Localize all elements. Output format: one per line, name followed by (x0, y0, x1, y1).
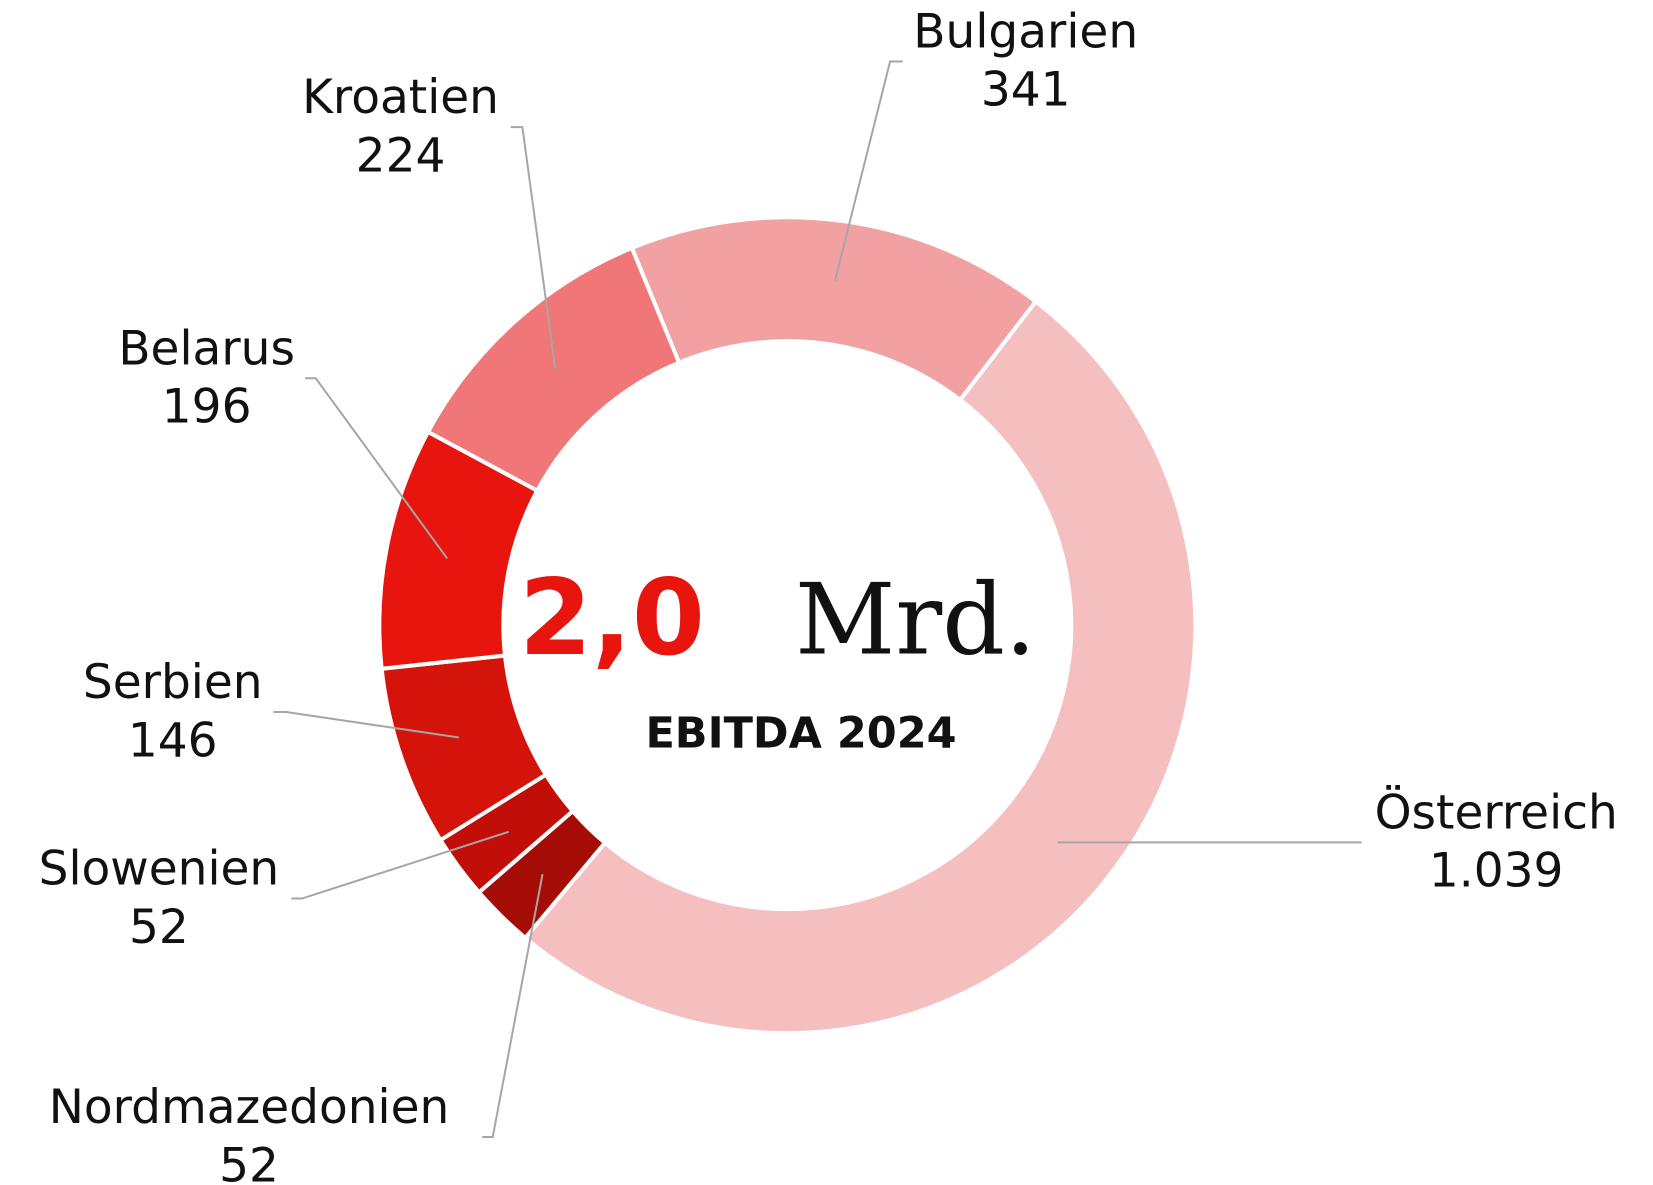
donut-segment (629, 215, 1039, 403)
leader-line (482, 873, 544, 1138)
donut-segment (425, 245, 682, 494)
leader-line (834, 60, 903, 282)
segment-label: Bulgarien (913, 4, 1138, 59)
leader-line (305, 377, 448, 560)
value-label: 224 (356, 128, 446, 183)
value-label: 52 (219, 1138, 279, 1185)
center-label: EBITDA 2024 (645, 709, 956, 759)
center-value: 2,0 (519, 557, 705, 679)
value-label: 1.039 (1429, 844, 1564, 899)
center-unit: Mrd. (795, 564, 1036, 678)
donut-segment (522, 298, 1198, 1036)
segment-label: Kroatien (302, 70, 499, 125)
leader-line (510, 126, 557, 369)
segment-label: Serbien (83, 655, 263, 710)
value-label: 146 (128, 713, 218, 768)
segment-label: Belarus (118, 321, 295, 376)
value-label: 341 (981, 63, 1071, 118)
value-label: 196 (162, 380, 252, 435)
segment-label: Österreich (1375, 785, 1618, 840)
segment-label: Nordmazedonien (49, 1080, 450, 1135)
leader-line (273, 711, 459, 739)
segment-label: Slowenien (39, 842, 280, 897)
leader-line (291, 830, 509, 900)
value-label: 52 (129, 900, 189, 955)
